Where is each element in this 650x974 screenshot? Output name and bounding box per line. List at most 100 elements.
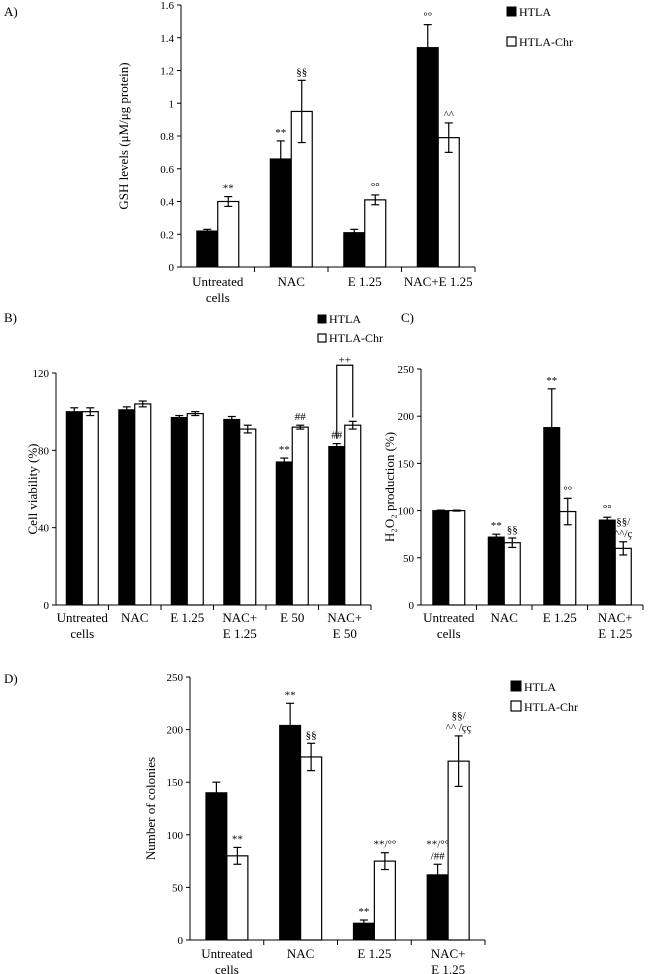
- panel-b-bar-htla-chr: [186, 413, 204, 606]
- panel-c-category-label: NAC: [491, 610, 518, 625]
- panel-a-category-label: E 1.25: [348, 274, 382, 289]
- panel-d-bar-htla: [279, 724, 302, 941]
- panel-b-category-label: E 50: [280, 610, 304, 625]
- panel-a-significance-label: §§: [296, 66, 307, 78]
- panel-d-y-tick-label: 250: [167, 672, 184, 684]
- panel-a-bar-htla: [343, 232, 366, 268]
- panel-a-bar-htla-chr: [217, 200, 240, 268]
- panel-d-category-label: E 1.25: [431, 962, 465, 974]
- panel-a-category-label: Untreated: [192, 274, 244, 289]
- panel-d-significance-label: **: [232, 833, 243, 845]
- panel-d-legend-swatch: [510, 700, 522, 712]
- panel-a-y-tick-label: 0.6: [160, 164, 174, 176]
- panel-d-bar-htla-chr: [300, 756, 323, 941]
- panel-c-significance-label: **: [546, 375, 557, 387]
- panel-a-bar-htla-chr: [437, 137, 460, 268]
- panel-d-legend-swatch: [510, 680, 522, 692]
- panel-c-significance-label: **: [491, 520, 502, 532]
- panel-d-category-label: NAC: [287, 946, 314, 961]
- panel-d-category-label: Untreated: [201, 946, 253, 961]
- panel-c-y-tick-label: 250: [398, 364, 415, 376]
- panel-d-significance-label: §§: [306, 729, 317, 741]
- panel-a-legend-label: HTLA: [519, 5, 551, 19]
- panel-b-legend-label: HTLA: [329, 312, 361, 326]
- panel-b-category-label: cells: [70, 626, 94, 641]
- panel-d-y-tick-label: 200: [167, 725, 184, 737]
- panel-a-significance-label: **: [275, 127, 286, 139]
- panel-c-bar-htla-chr: [503, 542, 521, 606]
- panel-a-y-tick-label: 0.8: [160, 131, 174, 143]
- panel-c-bar-htla: [598, 519, 616, 606]
- panel-d-bar-htla-chr: [226, 855, 249, 941]
- panel-b-category-label: NAC+: [327, 610, 362, 625]
- panel-a-significance-label: ^^: [444, 109, 455, 121]
- panel-d-significance-label: ^^ /çç: [446, 722, 472, 734]
- panel-b-bracket: [336, 364, 354, 439]
- panel-c-y-tick-label: 0: [409, 600, 415, 612]
- panel-b-y-tick-label: 40: [38, 523, 50, 535]
- panel-c-y-label: H₂O₂ production (%): [382, 432, 397, 542]
- panel-a-legend-swatch: [506, 36, 517, 47]
- panel-d-legend-label: HTLA: [524, 680, 556, 694]
- panel-b-category-label: E 1.25: [223, 626, 257, 641]
- panel-b-bar-htla: [118, 409, 136, 606]
- panel-c-category-label: E 1.25: [543, 610, 577, 625]
- panel-d-y-tick-label: 0: [178, 935, 184, 947]
- panel-b-legend-swatch: [317, 333, 327, 343]
- panel-d-bar-htla-chr: [373, 860, 396, 941]
- panel-b-y-label: Cell viability (%): [25, 444, 40, 535]
- panel-a-bar-htla-chr: [364, 199, 387, 268]
- panel-b-bar-htla: [170, 416, 188, 606]
- panel-d-category-label: NAC+: [431, 946, 466, 961]
- panel-d-significance-label: §§/: [452, 710, 467, 722]
- panel-c-bar-htla-chr: [559, 510, 577, 606]
- panel-a-y-tick-label: 1: [169, 98, 175, 110]
- panel-a-category-label: NAC: [278, 274, 305, 289]
- panel-a-category-label: cells: [206, 290, 230, 305]
- panel-b-y-tick-label: 0: [44, 600, 50, 612]
- panel-a-significance-label: **: [223, 183, 234, 195]
- panel-d-y-tick-label: 50: [172, 882, 184, 894]
- panel-c-category-label: E 1.25: [598, 626, 632, 641]
- panel-b-category-label: E 1.25: [170, 610, 204, 625]
- panel-c-bar-htla-chr: [614, 547, 632, 606]
- panel-d-significance-label: **/°°: [426, 838, 449, 850]
- panel-c-y-tick-label: 150: [398, 458, 415, 470]
- panel-c-category-label: Untreated: [423, 610, 475, 625]
- panel-b-bar-htla-chr: [81, 411, 99, 606]
- panel-b-bar-htla: [65, 411, 83, 606]
- panel-a-bar-htla: [196, 230, 219, 268]
- panel-b-y-tick-label: 80: [38, 445, 50, 457]
- panel-c-bar-htla: [432, 510, 450, 606]
- panel-d-significance-label: /##: [431, 850, 446, 862]
- panel-c-significance-label: §§: [507, 524, 518, 536]
- panel-b-y-tick-label: 120: [33, 368, 50, 380]
- panel-a-category-label: NAC+E 1.25: [404, 274, 473, 289]
- panel-c-significance-label: °°: [563, 484, 572, 496]
- panel-b-bar-htla: [328, 445, 346, 606]
- panel-b-bar-htla: [275, 461, 293, 606]
- panel-a-y-tick-label: 1.2: [160, 66, 174, 78]
- panel-d-bar-htla-chr: [447, 760, 470, 941]
- panel-b-legend-label: HTLA-Chr: [329, 331, 383, 345]
- panel-d-significance-label: **/°°: [373, 839, 396, 851]
- panel-c-label: C): [401, 310, 414, 325]
- panel-b-bar-htla-chr: [344, 424, 362, 606]
- panel-d-legend-label: HTLA-Chr: [524, 700, 578, 714]
- panel-b-bar-htla-chr: [291, 426, 309, 606]
- panel-c-significance-label: §§/: [616, 516, 631, 528]
- panel-b-category-label: NAC: [121, 610, 148, 625]
- panel-d-label: D): [4, 671, 18, 686]
- panel-a-y-tick-label: 1.4: [160, 33, 174, 45]
- panel-b-bracket-label: ++: [339, 354, 351, 366]
- panel-a-y-tick-label: 0.4: [160, 197, 174, 209]
- panel-d-y-tick-label: 100: [167, 830, 184, 842]
- panel-b-category-label: NAC+: [222, 610, 257, 625]
- panel-d-significance-label: **: [285, 689, 296, 701]
- panel-d-bar-htla: [205, 792, 228, 941]
- panel-a-y-tick-label: 0: [169, 262, 175, 274]
- panel-b-significance-label: **: [279, 444, 290, 456]
- panel-c-significance-label: °°: [603, 503, 612, 515]
- panel-c-category-label: cells: [437, 626, 461, 641]
- panel-b-legend-swatch: [317, 314, 327, 324]
